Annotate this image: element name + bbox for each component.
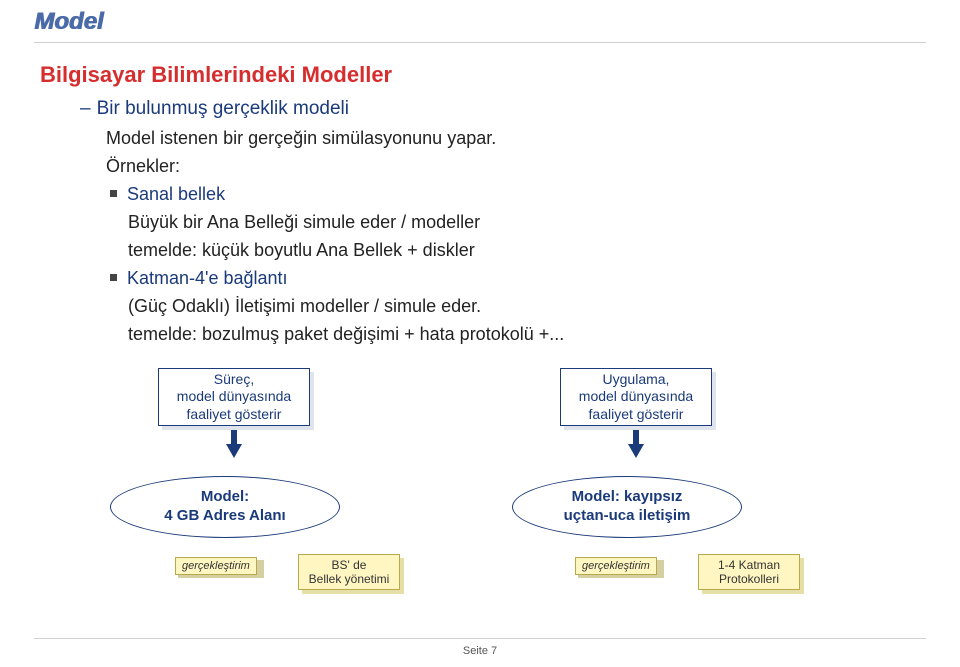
dash-bullet: – — [80, 98, 91, 119]
footer-text: Seite 7 — [0, 645, 960, 657]
square-bullet-icon — [110, 274, 117, 281]
bullet-1: Sanal bellek — [110, 184, 225, 205]
bullet-3-line: temelde: küçük boyutlu Ana Bellek + disk… — [128, 240, 475, 261]
body-line-4: temelde: bozulmuş paket değişimi + hata … — [128, 324, 564, 345]
bullet-4-label: Katman-4'e bağlantı — [127, 268, 288, 288]
smallbox-left: BS' de Bellek yönetimi — [298, 554, 400, 590]
arrow-down-left-icon — [226, 444, 242, 458]
bullet-2-line: Büyük bir Ana Belleği simule eder / mode… — [128, 212, 480, 233]
model-bubble-right: Model: kayıpsız uçtan-uca iletişim — [512, 476, 742, 538]
smallbox-right: 1-4 Katman Protokolleri — [698, 554, 800, 590]
subheading: –Bir bulunmuş gerçeklik modeli — [80, 98, 349, 120]
body-line-3: (Güç Odaklı) İletişimi modeller / simule… — [128, 296, 481, 317]
arrow-down-right-icon — [628, 444, 644, 458]
process-box-left: Süreç, model dünyasında faaliyet gösteri… — [158, 368, 310, 426]
main-heading: Bilgisayar Bilimlerindeki Modeller — [40, 62, 392, 88]
square-bullet-icon — [110, 190, 117, 197]
page-top-title: Model — [34, 8, 103, 36]
footer-divider — [34, 638, 926, 639]
body-line-1: Model istenen bir gerçeğin simülasyonunu… — [106, 128, 496, 149]
model-bubble-left: Model: 4 GB Adres Alanı — [110, 476, 340, 538]
body-line-2: Örnekler: — [106, 156, 180, 177]
arrow-stem-left — [231, 430, 237, 444]
tag-left: gerçekleştirim — [175, 557, 257, 575]
header-divider — [34, 42, 926, 43]
process-box-right: Uygulama, model dünyasında faaliyet göst… — [560, 368, 712, 426]
tag-right: gerçekleştirim — [575, 557, 657, 575]
subheading-text: Bir bulunmuş gerçeklik modeli — [97, 98, 349, 119]
bullet-4: Katman-4'e bağlantı — [110, 268, 288, 289]
arrow-stem-right — [633, 430, 639, 444]
bullet-1-label: Sanal bellek — [127, 184, 225, 204]
